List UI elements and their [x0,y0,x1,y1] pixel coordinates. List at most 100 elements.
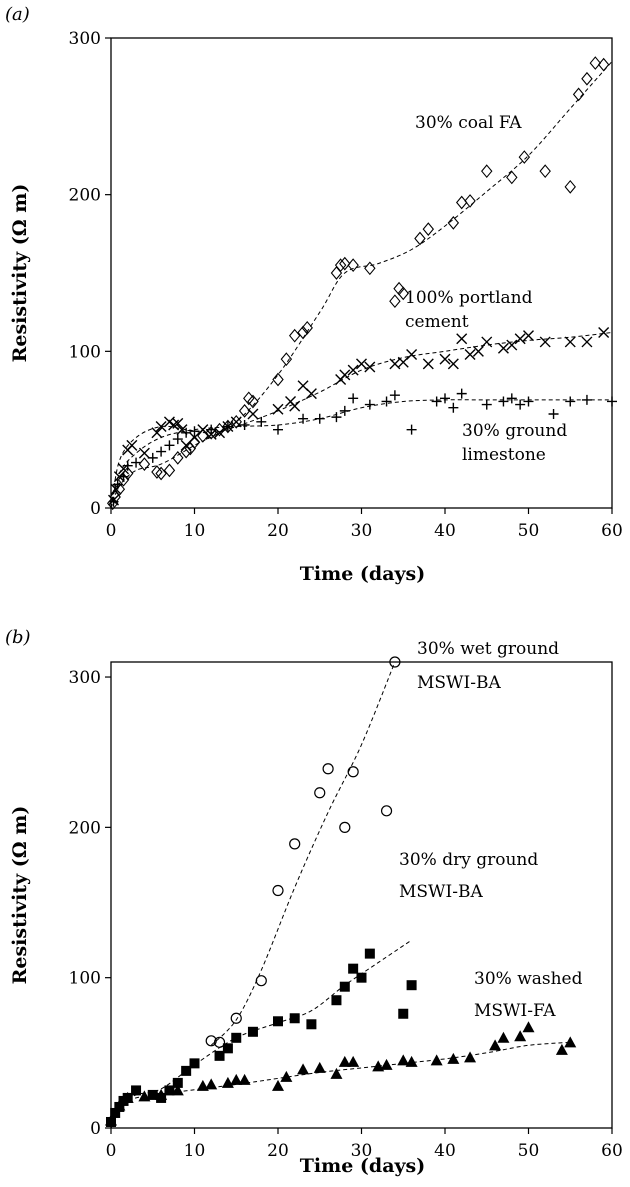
panel-b-data-point [372,1060,385,1072]
panel-b-data-point [356,972,367,983]
panel-a-data-point [422,358,434,370]
panel-a-data-point [347,364,359,376]
panel-b-trend-line [210,661,396,1046]
panel-a-data-point [497,342,509,354]
panel-a-data-point [506,170,518,185]
panel-a-data-point [197,424,209,436]
panel-a-data-point [273,424,283,435]
panel-a-data-point [138,457,151,471]
panel-a-y-tick-label: 300 [69,29,101,49]
panel-a-y-axis-title: Resistivity (Ω m) [9,184,31,363]
panel-a-data-point [122,460,133,471]
panel-a-data-point [481,336,493,348]
panel-b-data-point [171,1084,184,1096]
panel-a-data-point [272,372,284,387]
panel-a-data-point [151,465,163,479]
panel-a-label: (a) [5,4,30,25]
panel-a-data-point [472,345,484,357]
panel-b-data-point [272,884,284,897]
panel-a-data-point [108,496,119,507]
panel-b-data-point [230,1012,242,1024]
panel-b-data-point [514,1030,527,1042]
panel-a-data-point [288,328,301,343]
panel-a-data-point [156,446,167,457]
panel-a-data-point [539,336,551,348]
panel-b-data-point [364,948,375,959]
panel-b-data-point [121,1091,134,1103]
panel-a-data-point [121,466,134,481]
panel-a-data-point [138,447,150,459]
panel-a-data-point [163,463,176,478]
panel-a-data-point [523,330,534,342]
panel-b-data-point [338,1055,351,1067]
panel-a-data-point [222,419,234,434]
panel-a-data-point [189,426,200,437]
panel-a-data-point [181,427,192,438]
panel-a-series-x [108,327,613,509]
panel-b-data-point [205,1035,217,1047]
panel-a-data-point [506,393,517,404]
panel-b-data-point [339,821,351,833]
panel-b-data-point [464,1051,477,1063]
panel-a-annotation: 30% ground limestone [462,421,567,465]
panel-a-y-tick-label: 0 [90,499,101,519]
panel-a-series-diamond [106,56,613,511]
panel-a-data-point [406,424,417,435]
panel-a-data-point [514,333,526,345]
panel-a-data-point [464,348,476,360]
panel-a-data-point [164,440,175,451]
panel-a-data-point [548,409,559,419]
panel-a-x-axis-title: Time (days) [300,563,425,585]
panel-b-data-point [255,975,267,987]
panel-a-data-point [247,408,259,420]
panel-b-annotation: 30% wet ground MSWI-BA [417,639,559,693]
panel-b-data-point [330,1067,343,1079]
panel-b-data-point [497,1031,510,1043]
panel-a-data-point [339,405,350,416]
panel-b-data-point [247,1026,258,1037]
panel-b-data-point [347,766,359,778]
panel-a-annotation: 100% portland cement [405,288,533,332]
panel-a-data-point [155,466,167,481]
panel-b-x-tick-label: 60 [601,1141,623,1161]
panel-a-data-point [172,417,184,429]
panel-b-data-point [331,995,342,1006]
panel-a-data-point [564,336,576,348]
panel-b-data-point [172,1077,183,1088]
panel-a-data-point [305,388,317,400]
panel-a-data-point [298,413,309,424]
panel-b-data-point [230,1073,243,1085]
panel-a-y-tick-label: 200 [69,186,101,206]
panel-a-data-point [481,399,492,410]
panel-b-plot-frame [110,661,613,1129]
panel-b-data-point [489,1039,502,1051]
panel-a-data-point [230,416,242,428]
panel-a-data-point [110,483,122,495]
panel-b-data-point [231,1032,242,1043]
panel-a-data-point [238,404,251,418]
panel-a-data-point [447,358,459,370]
panel-b-data-point [222,1043,233,1054]
panel-a-data-point [113,482,126,497]
panel-b-x-tick-label: 20 [267,1141,289,1161]
panel-a-x-tick-label: 40 [434,521,456,541]
panel-b-x-tick-label: 30 [351,1141,373,1161]
panel-a-data-point [581,394,592,405]
panel-a-data-point [331,412,342,423]
panel-a-data-point [455,195,468,210]
panel-a-data-point [230,414,242,429]
panel-b-x-tick-label: 50 [518,1141,540,1161]
panel-a-data-point [301,320,313,335]
panel-b-data-point [189,1058,200,1069]
panel-b-data-point [380,1058,393,1070]
panel-a-data-point [289,400,301,412]
panel-b-data-point [306,1019,317,1030]
panel-a-data-point [539,164,551,179]
panel-a-data-point [381,396,392,407]
panel-a-data-point [172,434,183,445]
panel-a-data-point [598,327,610,339]
panel-b-data-point [389,656,401,668]
panel-b-data-point [138,1090,151,1102]
panel-a-data-point [314,413,325,424]
panel-a-data-point [330,266,343,280]
